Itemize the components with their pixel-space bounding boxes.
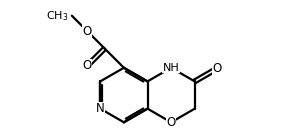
Text: O: O	[166, 116, 176, 129]
Text: NH: NH	[163, 63, 179, 73]
Text: O: O	[212, 62, 222, 75]
Text: O: O	[83, 25, 92, 38]
Text: CH$_3$: CH$_3$	[46, 9, 68, 23]
Text: O: O	[83, 59, 92, 72]
Text: N: N	[96, 102, 105, 115]
